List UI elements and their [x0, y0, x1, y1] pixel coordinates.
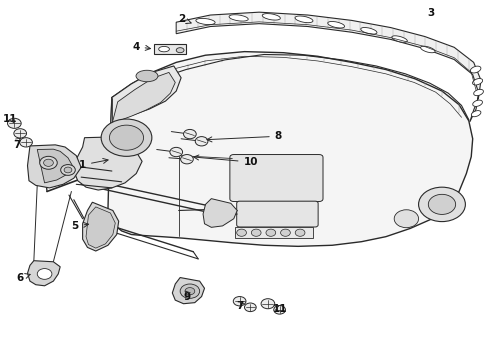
Circle shape: [61, 165, 75, 175]
Polygon shape: [203, 199, 237, 227]
Circle shape: [184, 288, 194, 295]
Circle shape: [20, 138, 32, 147]
Text: 9: 9: [183, 292, 190, 302]
Circle shape: [183, 130, 196, 139]
Text: 3: 3: [427, 8, 434, 18]
Circle shape: [295, 229, 305, 236]
Polygon shape: [172, 278, 204, 304]
Polygon shape: [176, 12, 480, 122]
Text: 8: 8: [206, 131, 282, 142]
Text: 4: 4: [132, 42, 150, 51]
Polygon shape: [74, 137, 142, 190]
Circle shape: [43, 159, 53, 166]
Ellipse shape: [470, 111, 480, 117]
Ellipse shape: [391, 36, 407, 42]
Polygon shape: [234, 227, 312, 238]
Circle shape: [7, 118, 21, 129]
Circle shape: [180, 284, 199, 298]
Ellipse shape: [420, 46, 434, 53]
Ellipse shape: [327, 22, 344, 28]
Circle shape: [37, 269, 52, 279]
Circle shape: [427, 194, 455, 215]
Text: 5: 5: [71, 221, 88, 231]
Text: 7: 7: [14, 140, 21, 150]
Ellipse shape: [469, 66, 480, 73]
Polygon shape: [86, 207, 115, 248]
Ellipse shape: [471, 78, 482, 85]
Ellipse shape: [360, 27, 376, 34]
Text: 11: 11: [3, 114, 18, 124]
Circle shape: [169, 147, 182, 157]
Circle shape: [14, 129, 26, 138]
Text: 10: 10: [193, 155, 258, 167]
Polygon shape: [108, 51, 472, 246]
Ellipse shape: [136, 70, 158, 82]
Ellipse shape: [262, 14, 280, 20]
Circle shape: [261, 299, 274, 309]
Circle shape: [180, 154, 193, 164]
Polygon shape: [82, 202, 119, 251]
Text: 11: 11: [272, 304, 286, 314]
FancyBboxPatch shape: [229, 154, 323, 202]
Circle shape: [109, 125, 143, 150]
Text: 6: 6: [17, 273, 30, 283]
Circle shape: [40, 156, 57, 169]
Circle shape: [265, 229, 275, 236]
Ellipse shape: [294, 16, 312, 23]
Circle shape: [101, 119, 152, 156]
Polygon shape: [27, 261, 60, 286]
Ellipse shape: [472, 100, 482, 107]
FancyBboxPatch shape: [236, 201, 318, 227]
Text: 2: 2: [178, 14, 191, 24]
Polygon shape: [112, 72, 175, 125]
Circle shape: [273, 306, 285, 314]
Circle shape: [233, 297, 245, 306]
Circle shape: [244, 303, 256, 312]
Ellipse shape: [176, 48, 183, 53]
Circle shape: [418, 187, 465, 222]
Circle shape: [251, 229, 261, 236]
Circle shape: [64, 167, 72, 173]
Polygon shape: [154, 44, 185, 54]
Text: 7: 7: [236, 301, 243, 311]
Ellipse shape: [158, 46, 169, 52]
Polygon shape: [108, 66, 181, 170]
Text: 1: 1: [79, 158, 108, 170]
Polygon shape: [37, 149, 73, 183]
Circle shape: [393, 210, 418, 228]
Circle shape: [280, 229, 290, 236]
Circle shape: [195, 136, 207, 146]
Polygon shape: [27, 145, 81, 188]
Circle shape: [236, 229, 246, 236]
Ellipse shape: [196, 18, 215, 24]
Ellipse shape: [228, 15, 248, 21]
Ellipse shape: [473, 89, 483, 96]
